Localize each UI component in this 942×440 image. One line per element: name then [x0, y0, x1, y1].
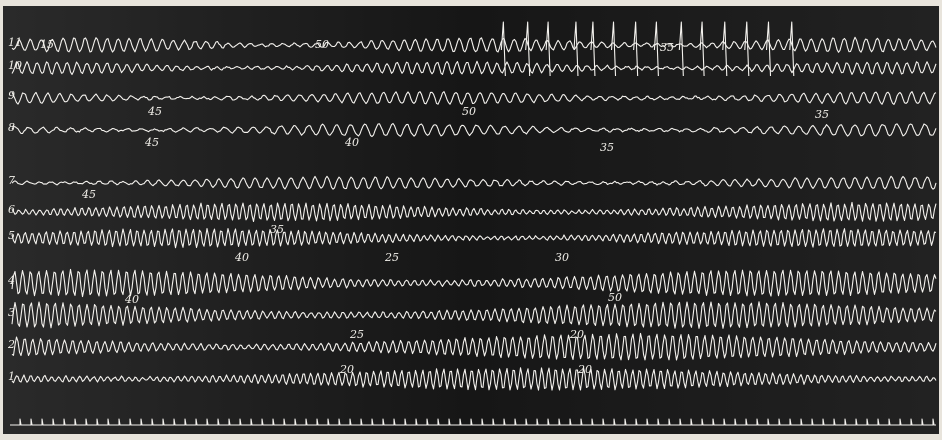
annotation: 45: [81, 188, 96, 201]
annotation: 20: [577, 363, 592, 376]
annotation: 25: [349, 328, 364, 341]
row-label: 3: [8, 306, 15, 319]
annotation: 35: [815, 108, 829, 121]
row-label: 10: [8, 59, 22, 72]
recording-plate: 11 10 9 8 7 6 5 4 3 2 1 15 50 35 45 50 35 45 40 35 45 35 40 25 3…: [0, 0, 942, 440]
row-label: 8: [8, 121, 15, 134]
annotation: 25: [384, 251, 399, 264]
annotation: 50: [315, 38, 329, 51]
row-label: 4: [7, 274, 15, 287]
annotation: 20: [339, 363, 354, 376]
annotation: 35: [600, 141, 614, 154]
annotation: 40: [234, 251, 249, 264]
annotation: 40: [344, 136, 359, 149]
annotation: 35: [660, 41, 674, 54]
row-label: 5: [8, 229, 15, 242]
annotation: 50: [462, 105, 476, 118]
annotation: 15: [40, 38, 54, 51]
row-label: 11: [8, 36, 22, 49]
annotation: 20: [569, 328, 584, 341]
annotation: 45: [147, 105, 162, 118]
annotation: 40: [124, 293, 139, 306]
annotation: 35: [270, 223, 284, 236]
row-label: 7: [8, 174, 15, 187]
row-label: 9: [8, 89, 15, 102]
annotation: 30: [555, 251, 569, 264]
row-label: 1: [8, 370, 15, 383]
annotation: 50: [608, 291, 622, 304]
row-label: 2: [7, 338, 15, 351]
row-label: 6: [8, 203, 15, 216]
annotation: 45: [144, 136, 159, 149]
